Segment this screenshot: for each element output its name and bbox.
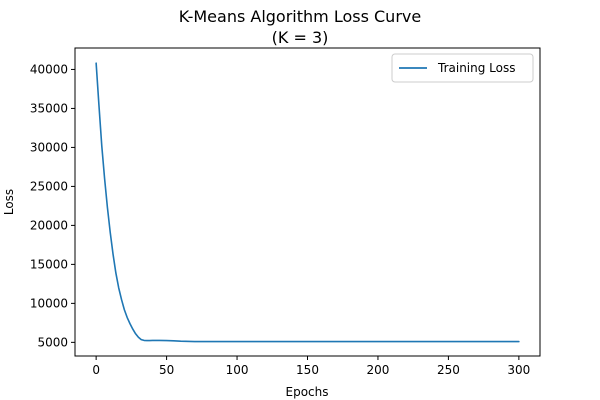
y-tick-label: 25000: [30, 179, 68, 193]
x-tick-label: 250: [437, 363, 460, 377]
plot-area: [75, 48, 540, 356]
plot-frame: [74, 47, 541, 357]
y-tick-label: 40000: [30, 62, 68, 76]
x-tick-label: 150: [296, 363, 319, 377]
y-axis-label: Loss: [2, 189, 16, 215]
y-tick-label: 10000: [30, 296, 68, 310]
y-tick-label: 35000: [30, 101, 68, 115]
x-tick-label: 50: [159, 363, 174, 377]
x-axis-label: Epochs: [286, 385, 329, 399]
y-tick-label: 30000: [30, 140, 68, 154]
legend-box: [391, 53, 534, 83]
x-tick-label: 100: [226, 363, 249, 377]
series-line-training-loss: [95, 62, 520, 343]
y-tick-label: 5000: [37, 335, 68, 349]
x-axis-ticks: 0 50 100 150 200 250 300: [92, 356, 530, 377]
legend-label-training-loss: Training Loss: [437, 61, 515, 75]
y-tick-label: 15000: [30, 257, 68, 271]
series-layer: [95, 62, 520, 343]
y-tick-label: 20000: [30, 218, 68, 232]
x-tick-label: 0: [92, 363, 100, 377]
chart-title: K-Means Algorithm Loss Curve: [179, 7, 421, 26]
x-tick-label: 200: [367, 363, 390, 377]
x-tick-label: 300: [507, 363, 530, 377]
legend: Training Loss: [391, 53, 534, 83]
chart-subtitle: (K = 3): [272, 28, 329, 47]
y-axis-ticks: 5000 10000 15000 20000 25000 30000 35000 40000: [30, 62, 75, 349]
